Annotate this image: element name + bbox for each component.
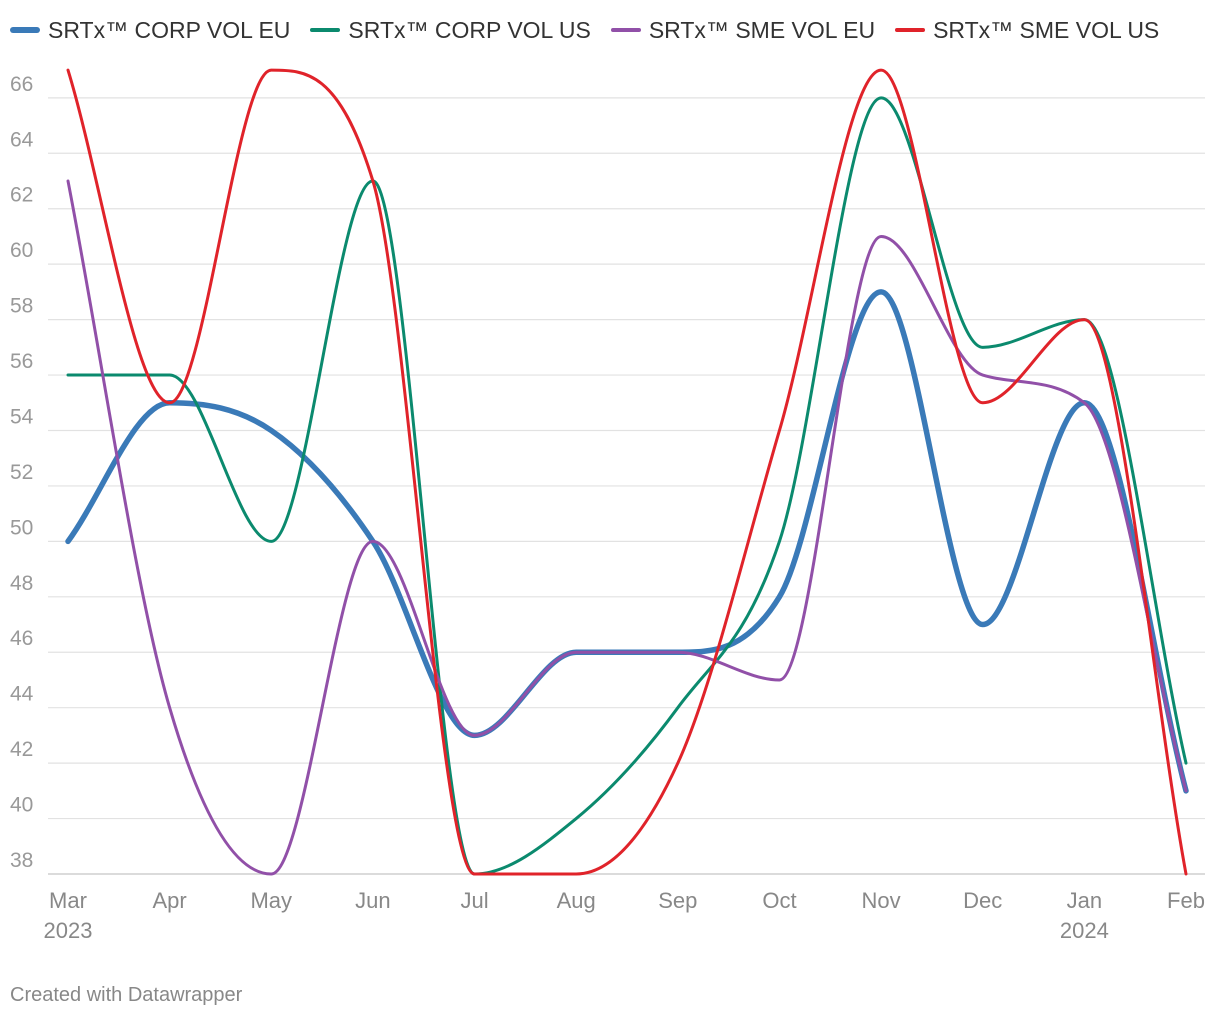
gridlines: [48, 97, 1205, 875]
x-tick-label-nov: Nov: [862, 888, 901, 913]
y-tick-label-66: 66: [10, 73, 33, 96]
y-tick-label-48: 48: [10, 572, 33, 595]
y-tick-label-62: 62: [10, 184, 33, 207]
x-tick-label-oct: Oct: [762, 888, 796, 913]
y-tick-label-60: 60: [10, 239, 33, 262]
legend-item-sme-vol-eu: SRTx™ SME VOL EU: [610, 16, 876, 44]
series-lines: [65, 68, 1189, 876]
x-axis-ticks: Mar Apr May Jun Jul Aug Sep Oct Nov Dec Jan Feb 2023…: [44, 888, 1205, 943]
legend-label-sme-vol-us: SRTx™ SME VOL US: [933, 16, 1160, 43]
legend-label-corp-vol-us: SRTx™ CORP VOL US: [348, 16, 591, 43]
series-line-srtx-sme-vol-us: [66, 68, 1188, 876]
series-line-srtx-sme-vol-eu: [66, 179, 1188, 876]
x-tick-label-jan: Jan: [1067, 888, 1102, 913]
x-tick-label-apr: Apr: [153, 888, 187, 913]
y-tick-label-54: 54: [10, 405, 34, 428]
y-tick-label-42: 42: [10, 738, 33, 761]
y-tick-label-52: 52: [10, 461, 33, 484]
x-tick-label-mar: Mar: [49, 888, 87, 913]
y-tick-label-44: 44: [10, 683, 34, 706]
x-year-label-2023: 2023: [44, 918, 93, 943]
legend-item-corp-vol-us: SRTx™ CORP VOL US: [310, 16, 591, 44]
legend-label-sme-vol-eu: SRTx™ SME VOL EU: [648, 16, 876, 43]
x-tick-label-feb: Feb: [1167, 888, 1205, 913]
credit-text: Created with Datawrapper: [10, 984, 243, 1006]
legend-item-corp-vol-eu: SRTx™ CORP VOL EU: [10, 17, 290, 44]
y-tick-label-58: 58: [10, 295, 33, 318]
legend-item-sme-vol-us: SRTx™ SME VOL US: [895, 17, 1159, 44]
y-tick-label-40: 40: [10, 794, 33, 817]
x-tick-label-dec: Dec: [963, 888, 1002, 913]
y-tick-label-46: 46: [10, 627, 33, 650]
y-tick-label-64: 64: [10, 128, 34, 151]
legend-swatch-corp-vol-us: [310, 28, 341, 32]
x-year-label-2024: 2024: [1060, 918, 1109, 943]
legend-label-corp-vol-eu: SRTx™ CORP VOL EU: [48, 16, 291, 43]
x-tick-label-may: May: [250, 888, 292, 913]
x-tick-label-jun: Jun: [355, 888, 390, 913]
y-axis-ticks: 38 40 42 44 46 48 50 52 54 56 58 60 62 64 66: [10, 73, 34, 872]
x-tick-label-jul: Jul: [460, 888, 488, 913]
x-tick-label-aug: Aug: [557, 888, 596, 913]
legend-swatch-sme-vol-us: [895, 28, 926, 32]
legend: SRTx™ CORP VOL EU SRTx™ CORP VOL US SRTx…: [10, 14, 1159, 46]
x-tick-label-sep: Sep: [658, 888, 697, 913]
series-line-srtx-corp-vol-eu: [65, 289, 1189, 794]
legend-swatch-corp-vol-eu: [10, 27, 40, 33]
y-tick-label-56: 56: [10, 350, 33, 373]
series-line-srtx-corp-vol-us: [66, 96, 1188, 876]
y-tick-label-50: 50: [10, 516, 33, 539]
y-tick-label-38: 38: [10, 849, 33, 872]
legend-swatch-sme-vol-eu: [610, 28, 641, 32]
